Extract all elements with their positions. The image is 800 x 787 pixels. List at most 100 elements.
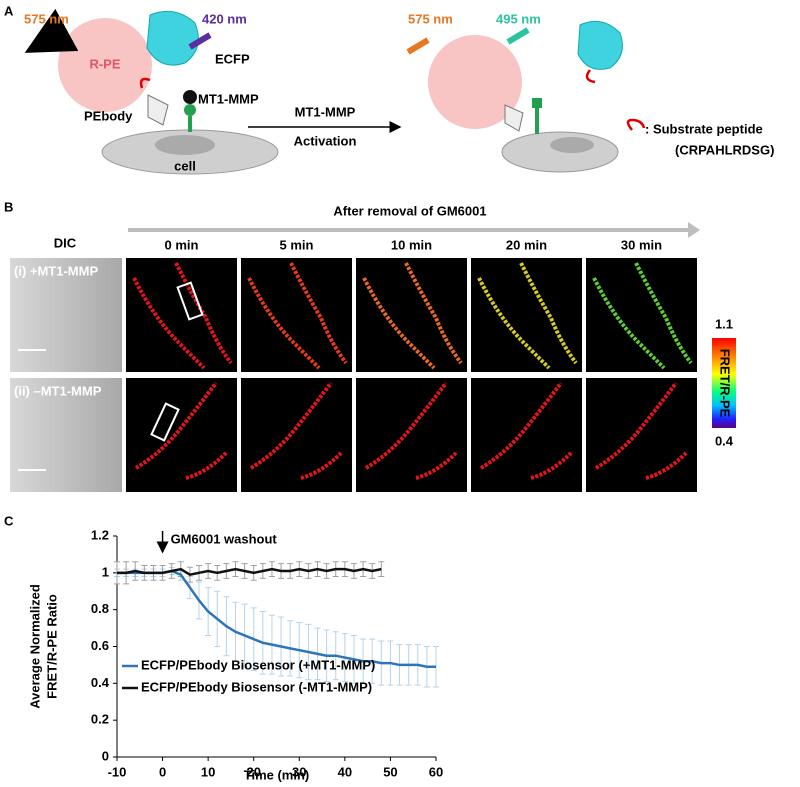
fluorescence-image: [126, 378, 237, 492]
panel-c: C 00.20.40.60.811.2-10 0 10 20 30 40 50 60Time …: [4, 513, 443, 782]
x-tick-label: 40: [338, 764, 352, 779]
time-label: 20 min: [506, 237, 547, 252]
y-tick-label: 0: [102, 748, 109, 763]
excitation-arrow: [188, 32, 212, 50]
fluorescence-image: [356, 258, 467, 372]
ecfp-protein: [577, 20, 623, 70]
fluorescence-image: [471, 378, 582, 492]
rpe-circle: [58, 18, 152, 112]
x-tick-label: 50: [383, 764, 397, 779]
cell-label: cell: [174, 158, 196, 173]
cell-signal: [592, 262, 693, 370]
peptide: [585, 69, 596, 84]
arrow-bottom: Activation: [294, 133, 357, 148]
fret-arrow: [506, 27, 530, 45]
mt1mmp: [184, 104, 196, 116]
inhibitor: [183, 90, 197, 104]
fluorescence-image: [356, 378, 467, 492]
pebody: [504, 104, 524, 132]
mt1mmp: [532, 98, 542, 108]
nucleus: [155, 135, 215, 155]
ecfp-protein: [146, 10, 199, 66]
row-label: (i) +MT1-MMP: [14, 263, 98, 278]
x-tick-label: 0: [159, 764, 166, 779]
time-label: 30 min: [621, 237, 662, 252]
y-tick-label: 0.4: [91, 675, 110, 690]
row-label: (ii) –MT1-MMP: [14, 383, 102, 398]
panel-label: B: [4, 199, 13, 214]
cell-signal: [247, 262, 348, 370]
dic-label: DIC: [54, 235, 77, 250]
rpe-circle: [428, 35, 522, 129]
cell-shape: [501, 131, 619, 173]
y-tick-label: 0.6: [91, 638, 109, 653]
y-axis-label: Average Normalized: [27, 584, 42, 709]
y-axis-label: FRET/R-PE Ratio: [44, 594, 59, 699]
cell-signal: [132, 262, 233, 370]
fluorescence-image: [241, 378, 352, 492]
series-line: [117, 569, 436, 669]
dic-image: [10, 258, 122, 372]
x-axis-label: Time (min): [244, 767, 310, 782]
nucleus: [550, 137, 594, 153]
excitation-label: 420 nm: [202, 11, 247, 26]
cell-signal: [479, 381, 573, 480]
x-tick-label: 20: [246, 764, 260, 779]
time-label: 5 min: [280, 237, 314, 252]
substrate-label: : Substrate peptide: [645, 121, 763, 136]
y-tick-label: 1: [102, 564, 109, 579]
time-label: 10 min: [391, 237, 432, 252]
ecfp-label: ECFP: [215, 51, 250, 66]
pebody-label: PEbody: [84, 108, 133, 123]
y-tick-label: 1.2: [91, 527, 109, 542]
emission-label: 575 nm: [408, 11, 453, 26]
legend-label: ECFP/PEbody Biosensor (+MT1-MMP): [141, 657, 375, 672]
y-tick-label: 0.2: [91, 712, 109, 727]
annotation: GM6001 washout: [171, 531, 278, 546]
cell-signal: [364, 381, 458, 480]
roi: [150, 402, 180, 442]
header: After removal of GM6001: [333, 203, 486, 218]
cell-signal: [594, 381, 688, 480]
peptide-legend: [626, 118, 646, 131]
panel-b: B After removal of GM6001 DIC 1.1 0.4 FR…: [4, 199, 736, 492]
dic-image: [10, 378, 122, 492]
roi: [176, 281, 204, 321]
colorbar: [712, 338, 736, 428]
arrow-top: MT1-MMP: [295, 104, 356, 119]
cell-signal: [477, 262, 578, 370]
emission-arrow: [406, 37, 430, 55]
colorbar-max: 1.1: [715, 316, 733, 331]
x-tick-label: 30: [292, 764, 306, 779]
fluorescence-image: [241, 258, 352, 372]
fluorescence-image: [471, 258, 582, 372]
fluorescence-image: [586, 258, 697, 372]
pebody: [147, 94, 169, 126]
y-tick-label: 0.8: [91, 601, 109, 616]
cell-signal: [362, 262, 463, 370]
mt1mmp-label: MT1-MMP: [198, 91, 259, 106]
fluorescence-image: [586, 378, 697, 492]
panel-label: C: [4, 513, 14, 528]
fluorescence-image: [126, 258, 237, 372]
x-tick-label: -10: [108, 764, 127, 779]
emission-arrow: [24, 8, 79, 53]
cell-signal: [249, 381, 343, 480]
peptide: [139, 77, 151, 89]
panel-a: A R-PE ECFP 575 nm 420 nm MT1-MMP PEbody…: [4, 3, 774, 175]
panel-label: A: [4, 3, 14, 18]
x-tick-label: 10: [201, 764, 215, 779]
series-line: [117, 567, 382, 576]
substrate-seq: (CRPAHLRDSG): [675, 142, 774, 157]
rpe-label: R-PE: [89, 56, 120, 71]
legend-label: ECFP/PEbody Biosensor (-MT1-MMP): [141, 679, 372, 694]
colorbar-min: 0.4: [715, 433, 734, 448]
x-tick-label: 60: [429, 764, 443, 779]
emission-label: 575 nm: [24, 11, 69, 26]
time-label: 0 min: [165, 237, 199, 252]
cell-signal: [134, 381, 228, 480]
time-arrow: [128, 222, 700, 238]
fret-label: 495 nm: [496, 11, 541, 26]
colorbar-label: FRET/R-PE: [718, 349, 733, 418]
